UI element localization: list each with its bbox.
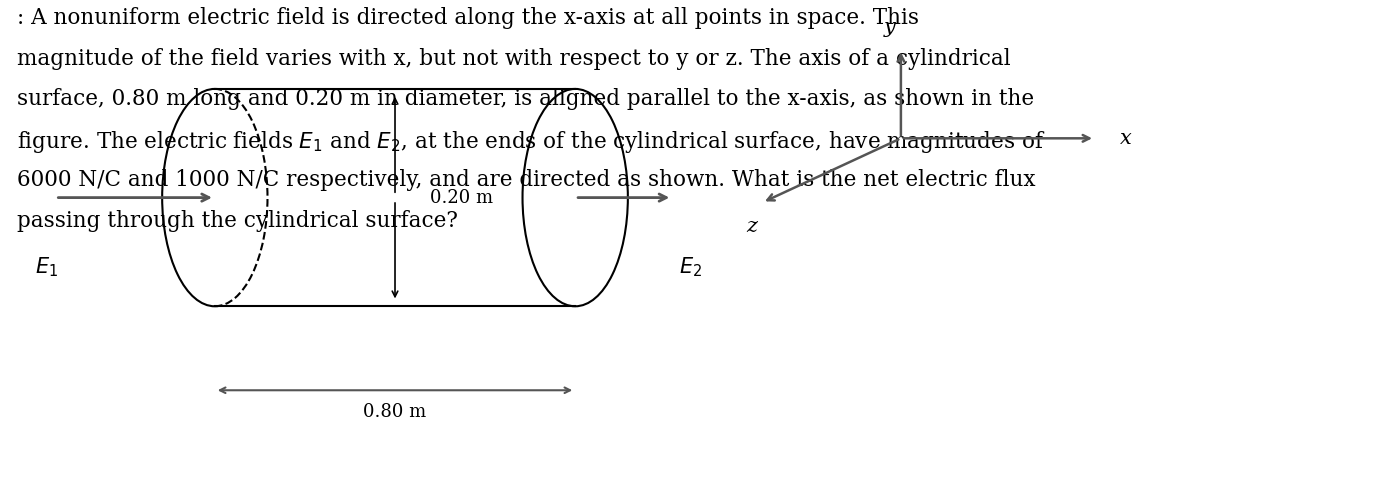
Text: y: y <box>884 18 895 37</box>
Text: figure. The electric fields $E_1$ and $E_2$, at the ends of the cylindrical surf: figure. The electric fields $E_1$ and $E… <box>17 129 1045 155</box>
Text: surface, 0.80 m long and 0.20 m in diameter, is aligned parallel to the x-axis, : surface, 0.80 m long and 0.20 m in diame… <box>17 88 1034 111</box>
Text: magnitude of the field varies with x, but not with respect to y or z. The axis o: magnitude of the field varies with x, bu… <box>17 48 1010 70</box>
Text: 0.80 m: 0.80 m <box>363 403 427 420</box>
Text: 6000 N/C and 1000 N/C respectively, and are directed as shown. What is the net e: 6000 N/C and 1000 N/C respectively, and … <box>17 169 1035 192</box>
Text: 0.20 m: 0.20 m <box>430 189 493 206</box>
Text: z: z <box>746 217 757 236</box>
Text: $E_2$: $E_2$ <box>679 255 703 279</box>
Text: : A nonuniform electric field is directed along the x-axis at all points in spac: : A nonuniform electric field is directe… <box>17 7 919 30</box>
Text: $E_1$: $E_1$ <box>35 255 58 279</box>
Text: x: x <box>1120 129 1131 148</box>
Text: passing through the cylindrical surface?: passing through the cylindrical surface? <box>17 210 457 232</box>
